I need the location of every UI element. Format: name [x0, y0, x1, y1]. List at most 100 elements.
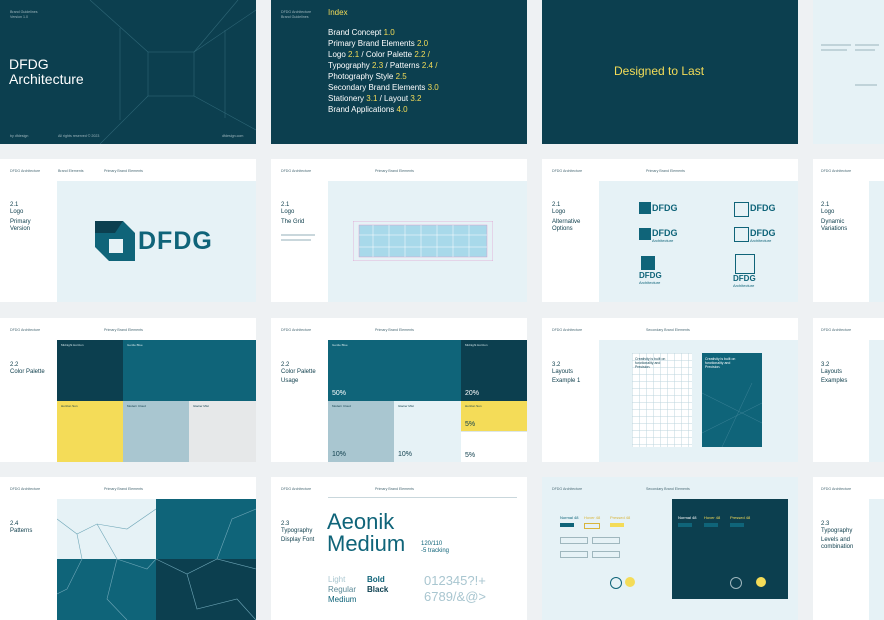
weight-black: Black [367, 585, 389, 594]
section-name: Logo [552, 209, 566, 215]
alt-logo-word-3: DFDG [639, 271, 662, 280]
usage-pct-3: 10% [332, 451, 347, 458]
ui-slide[interactable]: DFDG Architecture Secondary Brand Elemen… [542, 477, 798, 620]
logo-word: DFDG [138, 227, 213, 255]
section-name: Color Palette [281, 369, 316, 375]
weight-light: Light [328, 575, 346, 584]
usage-midnight: Midnight Horizon 20% [461, 340, 527, 401]
layout-card-grid: Creativity is built on functionality and… [632, 353, 692, 447]
usage-slide[interactable]: DFDG Architecture Primary Brand Elements… [271, 318, 527, 462]
section-num: 3.2 [821, 362, 830, 368]
section-num: 2.3 [821, 521, 830, 527]
dfdg-logo-icon [95, 221, 135, 261]
index-line-3: Logo 2.1 / Color Palette 2.2 / [328, 50, 430, 59]
ui-light-pressed[interactable]: Pressed 48 [610, 515, 631, 520]
layouts-slide[interactable]: DFDG Architecture Secondary Brand Elemen… [542, 318, 798, 462]
alt-logo-icon-4 [734, 202, 749, 217]
typography-slide[interactable]: DFDG Architecture Primary Brand Elements… [271, 477, 527, 620]
section-title: Levels and combination [821, 537, 854, 550]
usage-modern-cloud: Modern Cloud 10% [328, 401, 394, 462]
perspective-lines [89, 0, 256, 144]
palette-slide[interactable]: DFDG Architecture Primary Brand Elements… [0, 318, 256, 462]
header-brand: DFDG Architecture [10, 487, 41, 491]
pattern-tile-1 [57, 499, 156, 559]
ui-dark-pressed[interactable]: Pressed 48 [730, 515, 751, 520]
header-brand: DFDG Architecture [821, 328, 852, 332]
section-name: Typography [821, 528, 853, 534]
section-title: Display Font [281, 537, 315, 543]
header-brand: DFDG Architecture [281, 328, 312, 332]
logo-dyn-slide[interactable]: DFDG Architecture 2.1 Logo Dynamic Varia… [813, 159, 884, 302]
alt-logo-sub-5: Architecture [750, 238, 772, 243]
section-title: Primary Version [10, 219, 31, 232]
levels-slide[interactable]: DFDG Architecture 2.3 Typography Levels … [813, 477, 884, 620]
cover-slide[interactable]: Brand Guidelines Version 1.0 DFDG Archit… [0, 0, 256, 144]
section-name: Patterns [10, 528, 33, 534]
alt-logo-word-6: DFDG [733, 274, 756, 283]
usage-gentle-blue: Gentle Blue 50% [328, 340, 461, 401]
alt-logo-icon-3 [641, 256, 655, 270]
section-title: Alternative Options [552, 219, 581, 232]
layouts2-slide[interactable]: DFDG Architecture 3.2 Layouts Examples [813, 318, 884, 462]
index-line-7: Stationery 3.1 / Layout 3.2 [328, 94, 422, 103]
section-num: 2.3 [281, 521, 290, 527]
usage-pct-4: 10% [398, 451, 413, 458]
alt-logo-icon-5 [734, 227, 749, 242]
cover-title-line1: DFDG [9, 56, 49, 72]
ui-dark-normal[interactable]: Normal 48 [678, 515, 697, 520]
swatch-modern-cloud: Modern Cloud [123, 401, 189, 462]
alt-logo-icon-2 [639, 228, 651, 240]
logo-primary-slide[interactable]: DFDG Architecture Brand Elements Primary… [0, 159, 256, 302]
ui-dark-hover[interactable]: Hover 48 [704, 515, 721, 520]
swatch-glacier-mist: Glacier Mist [189, 401, 256, 462]
layout-card-text-1: Creativity is built on functionality and… [635, 357, 666, 369]
font-name-line1: Aeonik [327, 509, 395, 534]
header-primary: Primary Brand Elements [104, 328, 143, 332]
alt-logo-word-1: DFDG [652, 203, 678, 213]
alt-logo-sub-2: Architecture [652, 238, 674, 243]
partial-slide-1[interactable] [813, 0, 884, 144]
header-secondary: Secondary Brand Elements [646, 487, 690, 491]
patterns-slide[interactable]: DFDG Architecture Primary Brand Elements… [0, 477, 256, 620]
alt-logo-sub-3: Architecture [639, 280, 661, 285]
tagline-text: Designed to Last [614, 64, 705, 78]
index-slide[interactable]: DFDG Architecture Brand Guidelines Index… [271, 0, 527, 144]
header-brand: DFDG Architecture [821, 169, 852, 173]
section-name: Logo [10, 209, 24, 215]
header-primary: Primary Brand Elements [375, 487, 414, 491]
section-title: Examples [821, 378, 848, 384]
swatch-horizon-sun: Horizon Sun [57, 401, 123, 462]
cover-top-small2: Version 1.0 [10, 15, 28, 19]
ui-dark-panel: Normal 48 Hover 48 Pressed 48 [672, 499, 788, 599]
section-title: Dynamic Variations [821, 219, 848, 232]
ui-light-normal[interactable]: Normal 48 [560, 515, 579, 520]
logo-grid-slide[interactable]: DFDG Architecture Primary Brand Elements… [271, 159, 527, 302]
logo-alt-slide[interactable]: DFDG Architecture Primary Brand Elements… [542, 159, 798, 302]
section-title: Example 1 [552, 378, 581, 384]
pattern-lines [57, 508, 256, 620]
section-title: Usage [281, 378, 299, 384]
ui-light-hover[interactable]: Hover 48 [584, 515, 601, 520]
header-primary: Primary Brand Elements [375, 328, 414, 332]
section-num: 2.1 [821, 202, 830, 208]
weight-bold: Bold [367, 575, 385, 584]
section-name: Logo [281, 209, 295, 215]
tagline-slide[interactable]: Designed to Last [542, 0, 798, 144]
header-primary: Primary Brand Elements [104, 487, 143, 491]
layout-card-teal: Creativity is built on functionality and… [702, 353, 762, 447]
section-num: 2.1 [10, 202, 19, 208]
pattern-tile-4 [156, 559, 256, 620]
sample-line2: 6789/&@> [424, 589, 486, 604]
header-brand: DFDG Architecture [281, 169, 312, 173]
section-num: 2.1 [552, 202, 561, 208]
font-spec-1: 120/110 [421, 541, 443, 547]
cover-footer-right: dfdesign.com [222, 134, 244, 138]
alt-logo-word-5: DFDG [750, 228, 776, 238]
header-brand: DFDG Architecture [552, 169, 583, 173]
index-header-sub: Brand Guidelines [281, 15, 309, 19]
usage-pct-2: 20% [465, 390, 480, 397]
section-num: 3.2 [552, 362, 561, 368]
section-name: Layouts [552, 369, 574, 375]
pattern-tile-3 [57, 559, 156, 620]
logo-area [57, 181, 256, 302]
